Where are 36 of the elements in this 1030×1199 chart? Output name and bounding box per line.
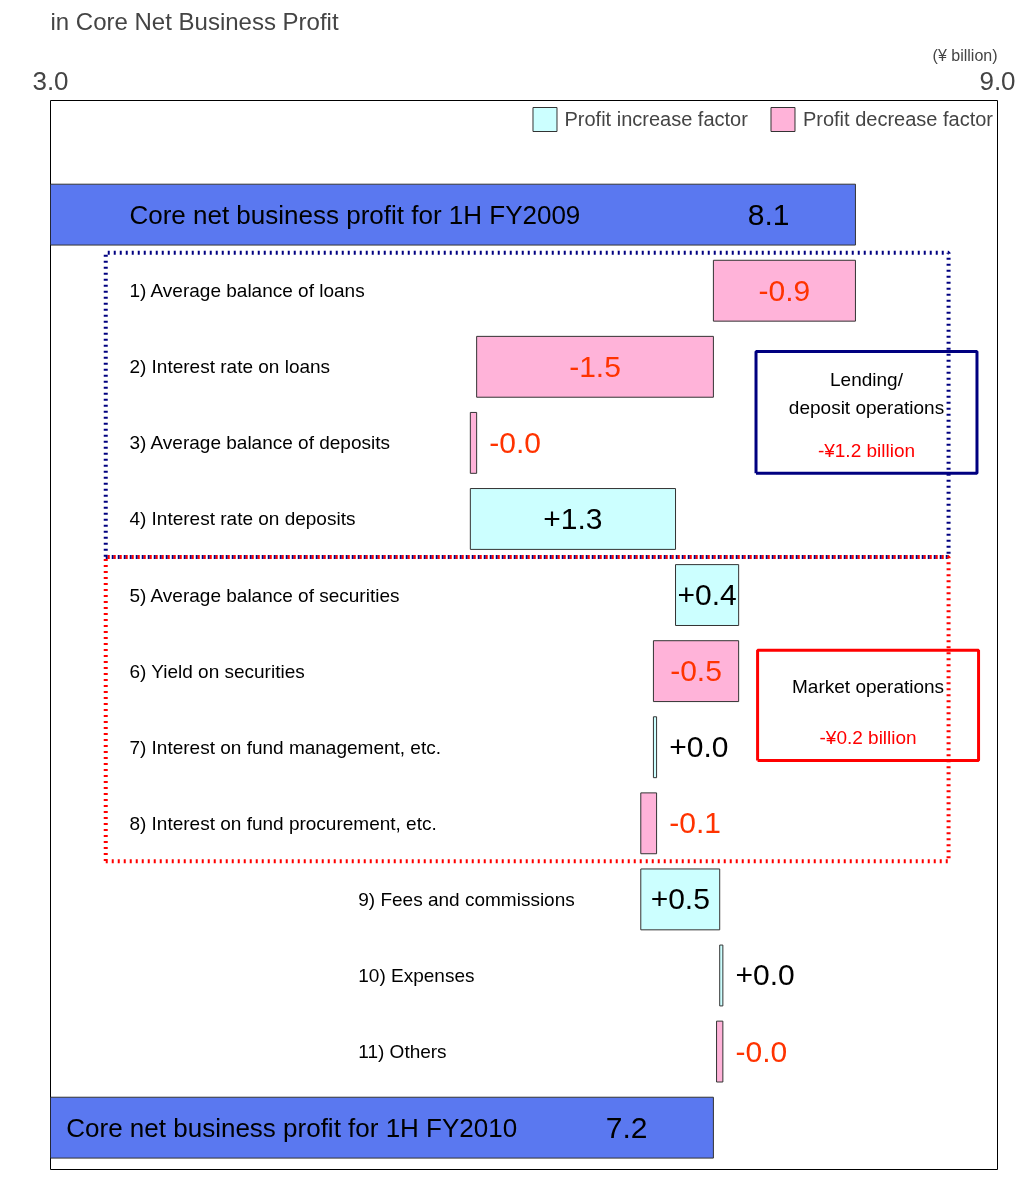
data-label: +0.5	[650, 882, 710, 916]
data-label: -0.1	[669, 806, 721, 840]
annotation: -¥0.2 billion	[819, 727, 917, 749]
y-tick-label: 5) Average balance of securities	[129, 584, 400, 606]
y-tick-label: 6) Yield on securities	[129, 660, 305, 682]
y-tick-label: 3) Average balance of deposits	[129, 432, 390, 454]
y-tick-label: 2) Interest rate on loans	[129, 356, 331, 378]
y-tick-label: Core net business profit for 1H FY2010	[66, 1112, 518, 1143]
data-label: +0.0	[735, 958, 795, 992]
data-label: -0.5	[670, 654, 722, 688]
y-tick-label: 4) Interest rate on deposits	[129, 508, 356, 530]
data-label: 8.1	[747, 197, 790, 231]
y-tick-label: 8) Interest on fund procurement, etc.	[129, 812, 437, 834]
chart-title: in Core Net Business Profit	[50, 7, 339, 35]
legend-label: Profit decrease factor	[802, 107, 993, 131]
data-label: 7.2	[605, 1110, 648, 1144]
x-tick-label: 9.0	[979, 65, 1016, 96]
y-tick-label: 11) Others	[358, 1041, 447, 1063]
legend-label: Profit increase factor	[564, 107, 748, 131]
annotation: Lending/ deposit operations	[788, 369, 945, 418]
text: (¥ billion)	[932, 46, 998, 64]
data-label: -0.0	[489, 425, 541, 459]
y-tick-label: 7) Interest on fund management, etc.	[129, 736, 441, 758]
y-tick-label: Core net business profit for 1H FY2009	[129, 199, 581, 230]
data-label: +1.3	[543, 501, 603, 535]
x-tick-label: 3.0	[32, 65, 69, 96]
annotation: Market operations	[792, 675, 945, 697]
data-label: -1.5	[569, 349, 621, 383]
y-tick-label: 1) Average balance of loans	[129, 280, 365, 302]
annotation: -¥1.2 billion	[817, 439, 916, 461]
data-label: +0.4	[677, 578, 737, 612]
y-tick-label: 10) Expenses	[358, 964, 475, 986]
y-tick-label: 9) Fees and commissions	[358, 888, 575, 910]
data-label: -0.9	[758, 273, 811, 307]
data-label: +0.0	[669, 730, 729, 764]
data-label: -0.0	[735, 1034, 788, 1068]
